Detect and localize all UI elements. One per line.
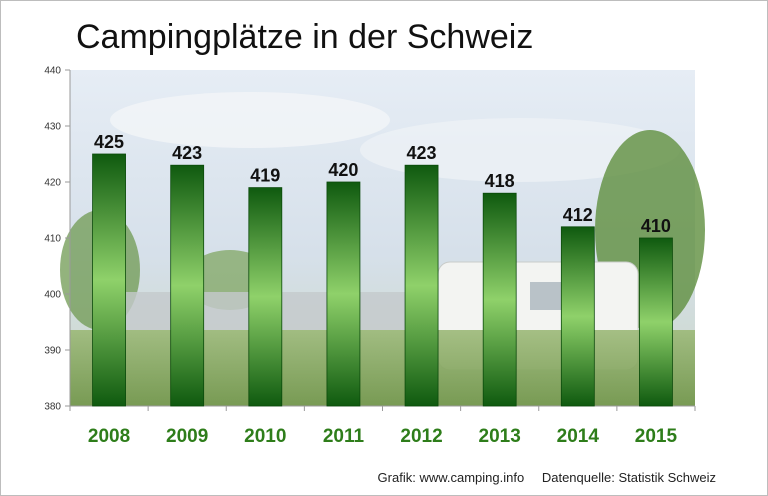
x-label-2011: 2011 (323, 426, 365, 447)
y-axis: 380 390 400 410 420 430 440 (44, 66, 71, 413)
data-label-2015: 410 (641, 216, 671, 236)
data-label-2009: 423 (172, 143, 202, 163)
x-labels: 2008 2009 2010 2011 2012 2013 2014 2015 (88, 426, 678, 447)
bars (92, 153, 673, 407)
chart-title: Campingplätze in der Schweiz (76, 18, 534, 56)
y-tick-label: 400 (44, 290, 61, 301)
bar-2014 (560, 226, 595, 407)
x-label-2010: 2010 (244, 426, 286, 447)
cloud (360, 118, 680, 182)
y-tick-label: 430 (44, 122, 61, 133)
x-label-2013: 2013 (479, 426, 521, 447)
y-tick-label: 440 (44, 66, 61, 77)
bar-2013 (482, 192, 517, 407)
data-label-2010: 419 (250, 166, 280, 186)
x-label-2009: 2009 (166, 426, 208, 447)
data-labels: 425 423 419 420 423 418 412 410 (94, 132, 671, 236)
footer-source: Datenquelle: Statistik Schweiz (541, 470, 716, 485)
footer-credit: Grafik: www.camping.info (377, 470, 525, 485)
cloud (110, 92, 390, 148)
x-label-2008: 2008 (88, 426, 130, 447)
chart-footer: Grafik: www.camping.info Datenquelle: St… (378, 470, 716, 485)
data-label-2008: 425 (94, 132, 124, 152)
background-photo (60, 70, 705, 406)
x-label-2012: 2012 (400, 426, 442, 447)
bar-2010 (248, 187, 283, 407)
data-label-2011: 420 (328, 160, 358, 180)
x-label-2015: 2015 (635, 426, 678, 447)
data-label-2014: 412 (563, 205, 593, 225)
grass-area (70, 330, 695, 406)
bar-2011 (326, 181, 361, 407)
bar-2009 (170, 164, 205, 407)
y-tick-label: 410 (44, 234, 61, 245)
y-tick-label: 390 (44, 346, 61, 357)
bar-2012 (404, 164, 439, 407)
data-label-2013: 418 (485, 171, 515, 191)
bar-2015 (639, 237, 673, 407)
y-tick-label: 420 (44, 178, 61, 189)
data-label-2012: 423 (407, 143, 437, 163)
y-tick-label: 380 (44, 402, 61, 413)
x-axis (69, 405, 696, 411)
bar-2008 (92, 153, 126, 407)
x-label-2014: 2014 (557, 426, 600, 447)
